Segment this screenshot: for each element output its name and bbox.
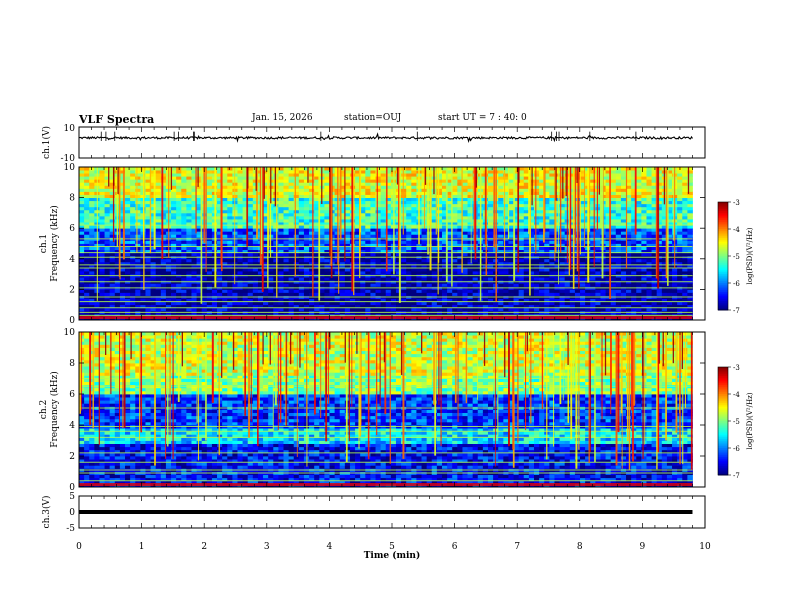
x-tick-label: 8 [577, 542, 583, 552]
ch3-ytick-label: -5 [66, 524, 75, 534]
x-tick-label: 7 [514, 542, 520, 552]
ch2-spectrogram-colorbar-label: log(PSD)(V²/Hz) [746, 392, 754, 449]
ch2-spectrogram-ytick-label: 10 [64, 328, 76, 338]
ch1-spectrogram-channel-label: ch.1 [39, 234, 49, 253]
figure-title: VLF Spectra [79, 113, 155, 126]
ch3-ylabel: ch.3(V) [41, 496, 52, 529]
x-tick-label: 10 [699, 542, 711, 552]
ch1-waveform-trace [78, 132, 693, 143]
ch2-spectrogram-ytick-label: 4 [69, 421, 75, 431]
ch1-spectrogram-ytick-label: 0 [69, 316, 75, 326]
ch1-spectrogram-ylabel: Frequency (kHz) [49, 205, 60, 282]
x-tick-label: 5 [389, 542, 395, 552]
ch1-spectrogram-colorbar-tick-label: -4 [733, 226, 740, 234]
x-tick-label: 1 [139, 542, 145, 552]
x-tick-label: 9 [640, 542, 646, 552]
ch1-spectrogram-lowfreq-strip [79, 316, 693, 319]
x-tick-label: 6 [452, 542, 458, 552]
ch1-spectrogram-colorbar: -3 -4 -5 -6 -7 log(PSD)(V²/Hz) [717, 199, 754, 315]
ch1-spectrogram-ytick-label: 4 [69, 255, 75, 265]
x-axis-label: Time (min) [364, 550, 421, 561]
station-label: station=OUJ [344, 113, 402, 123]
ch1-ytick-label: -10 [61, 154, 76, 164]
ch1-ylabel: ch.1(V) [41, 126, 52, 159]
ch2-spectrogram-colorbar-tick-label: -7 [733, 472, 740, 480]
ch1-spectrogram-heatmap [79, 167, 693, 321]
ch2-spectrogram-ylabel: Frequency (kHz) [49, 371, 60, 448]
ch2-spectrogram-colorbar-tick-label: -3 [733, 364, 740, 372]
ch2-spectrogram-ytick-label: 6 [69, 390, 75, 400]
ch1-spectrogram-ytick-label: 6 [69, 224, 75, 234]
ch3-ytick-label: 0 [69, 508, 75, 518]
ch1-spectrogram-ytick-label: 10 [64, 163, 76, 173]
ch1-spectrogram-colorbar-label: log(PSD)(V²/Hz) [746, 227, 754, 284]
ch2-spectrogram-ytick-label: 8 [69, 359, 75, 369]
x-tick-label: 2 [201, 542, 207, 552]
ch1-spectrogram-colorbar-tick-label: -6 [733, 280, 740, 288]
ch2-spectrogram-channel-label: ch.2 [39, 400, 49, 419]
date-label: Jan. 15, 2026 [252, 113, 313, 123]
ch2-spectrogram-ytick-label: 0 [69, 483, 75, 493]
x-tick-label: 0 [76, 542, 82, 552]
x-tick-label: 3 [264, 542, 270, 552]
start-time-label: start UT = 7 : 40: 0 [438, 113, 527, 123]
ch3-ytick-label: 5 [69, 492, 75, 502]
x-tick-label: 4 [327, 542, 333, 552]
ch1-ytick-label: 10 [64, 124, 76, 134]
ch1-spectrogram-colorbar-tick-label: -7 [733, 307, 740, 315]
ch1-spectrogram-ytick-label: 2 [69, 285, 75, 295]
ch2-spectrogram-colorbar-tick-label: -6 [733, 445, 740, 453]
ch2-spectrogram-colorbar: -3 -4 -5 -6 -7 log(PSD)(V²/Hz) [717, 364, 754, 480]
ch1-spectrogram-colorbar-tick-label: -3 [733, 199, 740, 207]
ch1-spectrogram-ytick-label: 8 [69, 194, 75, 204]
ch2-spectrogram-heatmap [79, 332, 693, 488]
ch2-spectrogram-lowfreq-strip [79, 483, 693, 486]
ch2-spectrogram-colorbar-tick-label: -4 [733, 391, 740, 399]
ch2-spectrogram-ytick-label: 2 [69, 452, 75, 462]
ch1-spectrogram-colorbar-tick-label: -5 [733, 253, 740, 261]
ch2-spectrogram-colorbar-tick-label: -5 [733, 418, 740, 426]
